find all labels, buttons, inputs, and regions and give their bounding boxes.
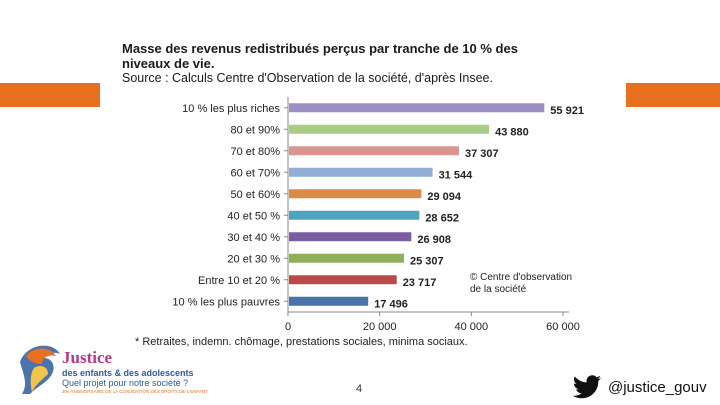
twitter-handle-text: @justice_gouv (608, 378, 707, 396)
chart-source: Source : Calculs Centre d'Observation de… (122, 71, 493, 85)
chart-title: Masse des revenus redistribués perçus pa… (122, 41, 562, 86)
bar-2 (289, 146, 459, 156)
category-label-2: 70 et 80% (230, 146, 280, 158)
category-label-0: 10 % les plus riches (182, 103, 280, 115)
value-label-4: 29 094 (427, 191, 462, 203)
copyright-note: © Centre d'observation de la société (470, 272, 572, 296)
bar-0 (289, 103, 545, 113)
value-label-3: 31 544 (439, 169, 474, 181)
twitter-bird-icon (572, 375, 601, 399)
value-label-1: 43 880 (495, 126, 529, 138)
category-label-9: 10 % les plus pauvres (172, 296, 280, 308)
category-label-8: Entre 10 et 20 % (198, 275, 280, 287)
category-label-7: 20 et 30 % (227, 253, 280, 265)
copyright-line2: de la société (470, 284, 527, 295)
logo-tagline: Quel projet pour notre société ? (62, 378, 189, 388)
value-label-9: 17 496 (374, 298, 408, 310)
page-number: 4 (356, 383, 363, 395)
bar-4 (289, 189, 422, 199)
copyright-line1: © Centre d'observation (470, 272, 573, 283)
bar-3 (289, 167, 433, 177)
category-label-5: 40 et 50 % (227, 210, 280, 222)
value-label-0: 55 921 (550, 105, 584, 117)
logo-anniversary: 30e ANNIVERSAIRE DE LA CONVENTION DES DR… (62, 389, 208, 394)
logo-title: Justice (62, 348, 113, 367)
bar-6 (289, 232, 412, 242)
orange-band-right (626, 83, 720, 107)
category-label-4: 50 et 60% (230, 189, 280, 201)
bar-9 (289, 296, 369, 306)
bar-7 (289, 253, 404, 263)
chart-title-text: Masse des revenus redistribués perçus pa… (122, 41, 518, 71)
value-label-7: 25 307 (410, 255, 444, 267)
orange-band-left (0, 83, 100, 107)
category-label-3: 60 et 70% (230, 167, 280, 179)
category-label-6: 30 et 40 % (227, 232, 280, 244)
twitter-handle[interactable]: @justice_gouv (572, 375, 707, 399)
value-label-5: 28 652 (425, 212, 459, 224)
x-tick-label-2: 40 000 (455, 321, 489, 333)
x-tick-label-0: 0 (285, 321, 291, 333)
bar-1 (289, 124, 490, 134)
x-tick-label-3: 60 000 (546, 321, 580, 333)
value-label-6: 26 908 (417, 234, 451, 246)
bar-5 (289, 210, 420, 220)
footnote: * Retraites, indemn. chômage, prestation… (135, 336, 468, 348)
x-tick-label-1: 20 000 (363, 321, 397, 333)
value-label-8: 23 717 (403, 277, 437, 289)
logo-subtitle: des enfants & des adolescents (62, 368, 194, 378)
category-label-1: 80 et 90% (230, 124, 280, 136)
bar-8 (289, 275, 397, 285)
justice-logo-icon (20, 345, 60, 394)
value-label-2: 37 307 (465, 148, 499, 160)
